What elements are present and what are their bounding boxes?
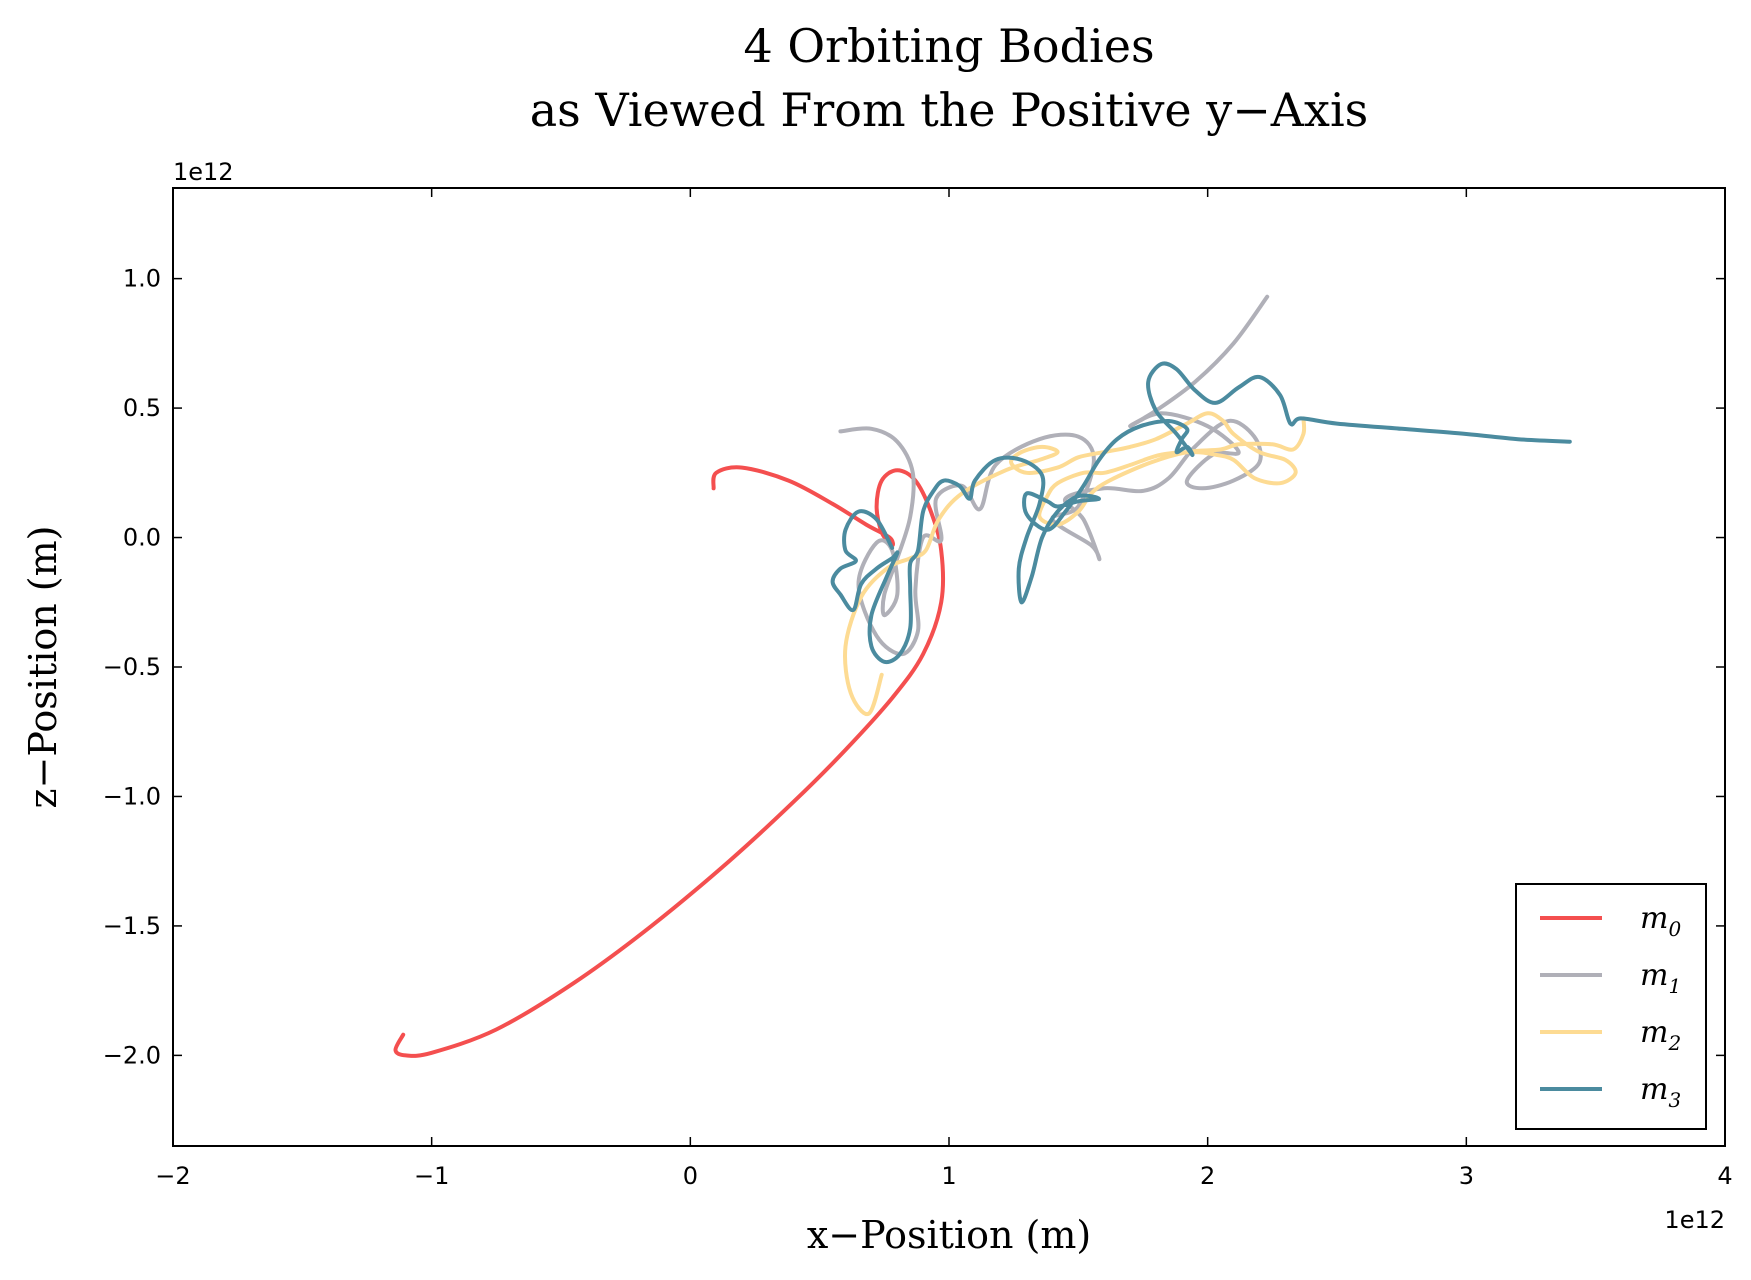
y-tick-label: 1.0 <box>123 265 161 293</box>
plot-area-frame <box>172 187 1726 1147</box>
series-layer <box>393 294 1572 1058</box>
y-tick-label: 0.5 <box>123 394 161 422</box>
chart-title: 4 Orbiting Bodies as Viewed From the Pos… <box>530 19 1369 137</box>
y-offset-text: 1e12 <box>173 158 234 186</box>
x-tick-label: 1 <box>941 1162 956 1190</box>
y-tick-label: −1.0 <box>103 782 161 810</box>
series-line-m2 <box>843 411 1307 716</box>
y-tick-label: −2.0 <box>103 1041 161 1069</box>
series-line-m3 <box>830 361 1572 665</box>
x-tick-label: −1 <box>414 1162 449 1190</box>
x-tick-label: 3 <box>1459 1162 1474 1190</box>
y-axis-label: z−Position (m) <box>21 526 65 809</box>
axis-ticks: −2 −1 0 1 2 3 4 −2.0 −1.5 −1.0 −0.5 0.0 0.5 1.0 <box>103 188 1733 1190</box>
x-offset-text: 1e12 <box>1664 1206 1725 1234</box>
x-tick-label: 2 <box>1200 1162 1215 1190</box>
chart-title-line-2: as Viewed From the Positive y−Axis <box>530 83 1369 137</box>
y-tick-label: 0.0 <box>123 524 161 552</box>
y-tick-label: −1.5 <box>103 912 161 940</box>
x-tick-label: 0 <box>683 1162 698 1190</box>
series-line-m0 <box>393 465 946 1058</box>
series-line-m1 <box>838 294 1270 657</box>
x-tick-label: −2 <box>155 1162 190 1190</box>
x-tick-label: 4 <box>1717 1162 1732 1190</box>
chart-title-line-1: 4 Orbiting Bodies <box>743 19 1154 73</box>
y-tick-label: −0.5 <box>103 653 161 681</box>
x-axis-label: x−Position (m) <box>807 1213 1091 1257</box>
legend-label-m2: m2 <box>1640 1015 1681 1055</box>
